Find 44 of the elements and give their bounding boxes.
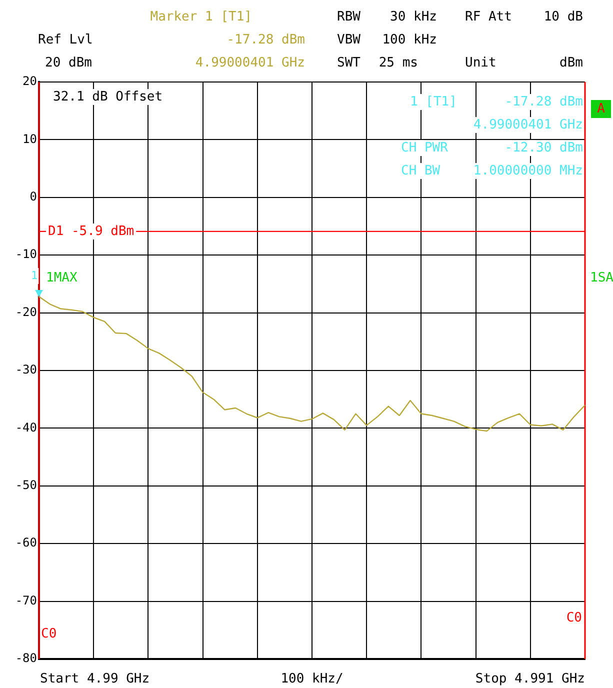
y-tick-label: 20 xyxy=(22,74,37,88)
x-axis-title: 100 kHz/ xyxy=(280,671,344,686)
text: Marker 1 [T1] xyxy=(150,9,252,24)
annotation: 4.99000401 GHz xyxy=(473,117,583,132)
annotation: C0 xyxy=(566,610,582,626)
y-tick-label: 10 xyxy=(22,132,37,146)
text: 1SA xyxy=(590,270,613,286)
annotation: -17.28 dBm xyxy=(504,94,584,110)
text: Stop 4.991 GHz xyxy=(475,671,585,686)
text: VBW xyxy=(337,32,361,48)
y-tick-label: -30 xyxy=(15,362,37,377)
annotation: CH PWR xyxy=(401,140,448,156)
text: 10 dB xyxy=(544,9,584,24)
annotation: 1.00000000 MHz xyxy=(473,163,583,178)
y-tick-label: 0 xyxy=(30,190,37,204)
text: Start 4.99 GHz xyxy=(40,671,150,686)
text: SWT xyxy=(337,55,361,70)
text: dBm xyxy=(560,55,584,70)
text: 4.99000401 GHz xyxy=(195,55,305,70)
annotation: -12.30 dBm xyxy=(504,140,584,156)
y-tick-label: -60 xyxy=(15,536,37,550)
annotation: 32.1 dB Offset xyxy=(53,89,163,104)
text: 25 ms xyxy=(378,55,418,70)
y-tick-label: -70 xyxy=(15,593,37,608)
ref-line-label: D1 -5.9 dBm xyxy=(48,224,134,239)
text: 30 kHz xyxy=(390,9,437,24)
text: 20 dBm xyxy=(45,55,92,70)
text: -17.28 dBm xyxy=(226,32,306,48)
y-tick-label: -80 xyxy=(15,651,37,666)
y-tick-label: -50 xyxy=(15,478,37,492)
y-tick-label: -10 xyxy=(15,247,37,262)
text: 100 kHz xyxy=(382,32,437,48)
annotation: 1MAX xyxy=(46,270,78,286)
annotation: 1 [T1] xyxy=(410,94,457,110)
text: A xyxy=(597,101,606,116)
annotation: C0 xyxy=(41,626,57,642)
y-tick-label: -20 xyxy=(15,304,37,319)
text: RBW xyxy=(337,9,361,24)
y-tick-label: -40 xyxy=(15,420,37,434)
annotation: CH BW xyxy=(401,163,440,178)
text: RF Att xyxy=(465,9,512,24)
text: Ref Lvl xyxy=(38,32,93,48)
text: 1 xyxy=(31,268,38,282)
text: Unit xyxy=(465,55,496,70)
